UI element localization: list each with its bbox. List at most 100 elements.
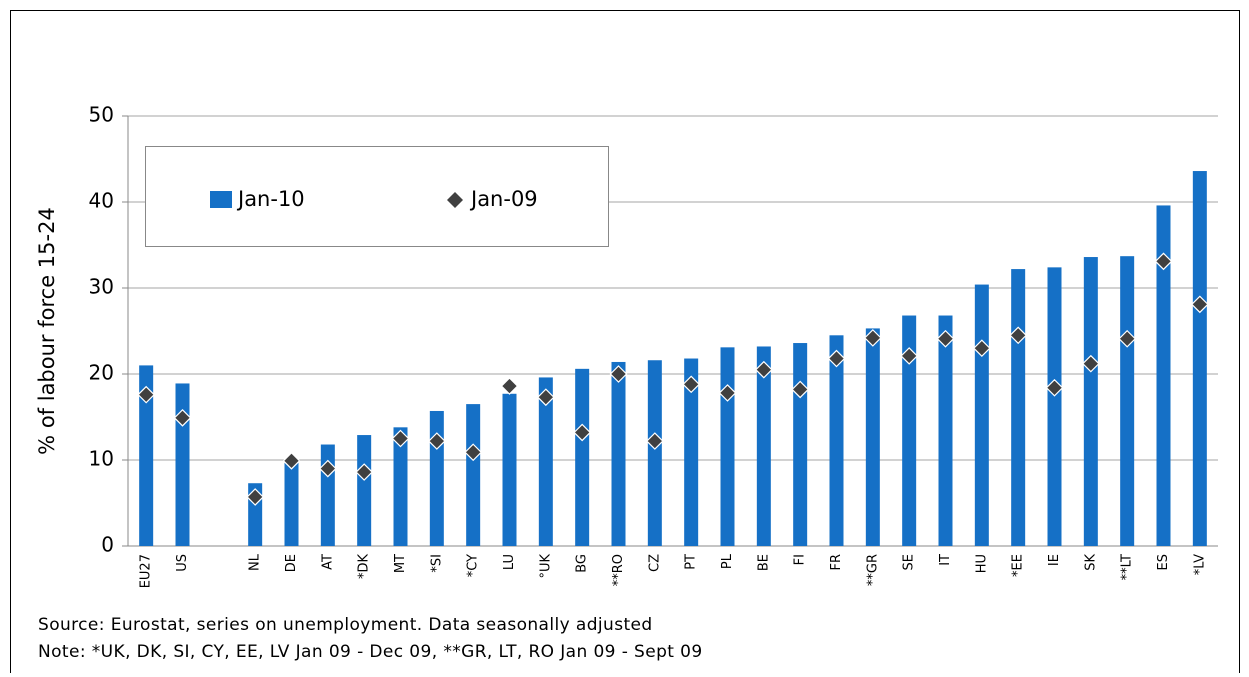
x-tick-label: *DK	[357, 554, 372, 580]
bar	[865, 328, 880, 546]
bar	[502, 393, 517, 546]
marker	[827, 349, 846, 368]
bar	[575, 368, 590, 546]
legend-swatch	[447, 192, 463, 208]
bar	[720, 347, 735, 546]
bar	[175, 383, 190, 546]
marker	[246, 488, 265, 506]
x-tick-label: PT	[684, 554, 699, 570]
x-tick-label: US	[175, 554, 190, 572]
y-tick-label: 30	[89, 275, 114, 299]
bar	[284, 460, 299, 546]
x-tick-label: BE	[756, 554, 771, 571]
bar	[466, 404, 481, 546]
x-tick-label: SE	[902, 554, 917, 570]
x-tick-label: °UK	[538, 554, 553, 579]
marker	[137, 385, 156, 404]
marker	[1009, 326, 1028, 345]
bar	[1192, 171, 1207, 547]
bar	[684, 358, 699, 546]
x-tick-label: IT	[938, 554, 953, 566]
x-tick-label: BG	[575, 554, 590, 573]
frame	[10, 10, 1240, 677]
bar	[320, 444, 335, 546]
bar	[647, 360, 662, 546]
x-tick-label: *CY	[466, 554, 481, 577]
marker	[427, 432, 446, 450]
x-tick-label: AT	[320, 554, 335, 570]
legend-label: Jan-09	[469, 187, 538, 211]
x-tick-label: **RO	[611, 554, 626, 586]
x-tick-label: MT	[393, 554, 408, 573]
marker	[791, 380, 810, 399]
x-tick-label: *EE	[1011, 554, 1026, 577]
x-tick-label: NL	[248, 553, 263, 571]
x-tick-label: ES	[1156, 554, 1171, 570]
marker	[645, 432, 664, 450]
bar	[756, 346, 771, 546]
source-note: Source: Eurostat, series on unemployment…	[38, 615, 653, 635]
y-axis-label: % of labour force 15-24	[35, 207, 59, 455]
marker	[573, 423, 592, 442]
bar	[1083, 257, 1098, 546]
bar	[793, 343, 808, 546]
legend-swatch	[210, 191, 232, 208]
x-tick-label: LU	[502, 554, 517, 570]
x-tick-label: *SI	[429, 554, 444, 573]
bar	[139, 365, 154, 546]
y-tick-label: 50	[89, 103, 114, 127]
x-tick-label: HU	[974, 554, 989, 573]
x-tick-label: IE	[1047, 554, 1062, 566]
x-tick-label: SK	[1083, 554, 1098, 571]
marker	[464, 443, 483, 462]
marker	[900, 347, 919, 365]
x-tick-label: FI	[793, 554, 808, 565]
marker	[282, 452, 301, 470]
marker	[718, 384, 737, 402]
bar	[538, 377, 553, 546]
marker	[754, 360, 773, 379]
y-tick-label: 0	[101, 533, 114, 557]
x-tick-label: CZ	[647, 554, 662, 572]
x-tick-label: **GR	[865, 554, 880, 586]
marker	[863, 329, 882, 347]
bar	[611, 361, 626, 546]
marker	[536, 388, 555, 407]
marker	[173, 409, 192, 427]
bar	[357, 435, 372, 546]
bar	[1011, 269, 1026, 546]
marker	[1081, 354, 1100, 373]
footnote: Note: *UK, DK, SI, CY, EE, LV Jan 09 - D…	[38, 642, 703, 662]
marker	[1190, 295, 1209, 314]
y-tick-label: 40	[89, 189, 114, 213]
marker	[318, 459, 337, 478]
bar	[1047, 267, 1062, 546]
marker	[500, 377, 519, 395]
marker	[1118, 329, 1137, 348]
y-tick-label: 20	[89, 361, 114, 385]
marker	[972, 339, 991, 358]
marker	[682, 375, 701, 394]
bar	[938, 315, 953, 546]
x-tick-label: FR	[829, 554, 844, 571]
bar	[974, 284, 989, 546]
x-tick-label: PL	[720, 553, 735, 569]
bar	[393, 427, 408, 546]
x-tick-label: EU27	[139, 554, 154, 588]
marker	[355, 463, 374, 481]
x-tick-label: **LT	[1120, 554, 1135, 580]
marker	[1154, 252, 1173, 271]
legend-label: Jan-10	[236, 187, 305, 211]
bar	[829, 335, 844, 546]
bar	[902, 315, 917, 546]
bar	[1156, 205, 1171, 546]
bar	[1120, 256, 1135, 546]
x-tick-label: DE	[284, 554, 299, 572]
x-tick-label: *LV	[1192, 554, 1207, 575]
marker	[391, 429, 410, 448]
bar	[429, 410, 444, 546]
marker	[609, 365, 628, 383]
marker	[1045, 378, 1064, 397]
